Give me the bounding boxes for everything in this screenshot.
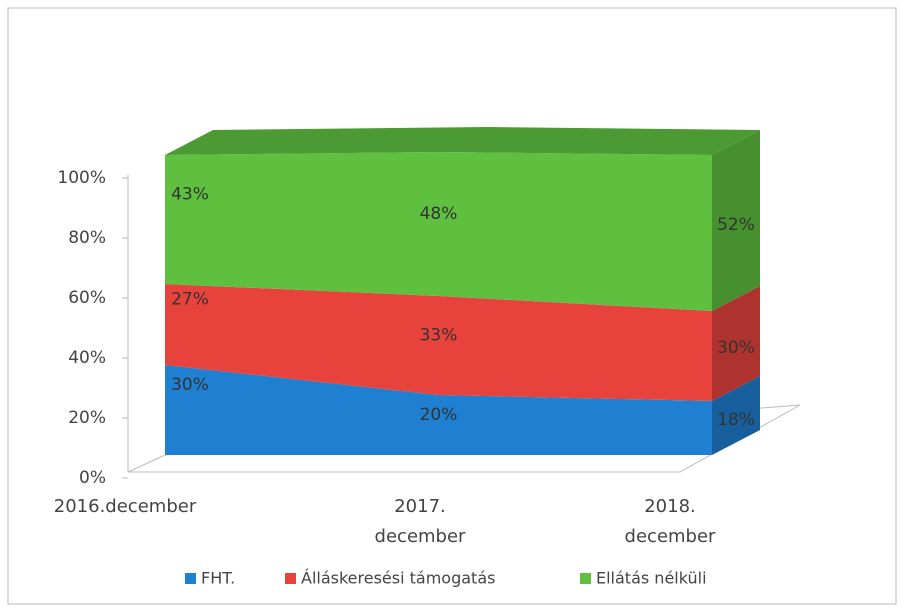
x-tick-label: 2016.december <box>53 496 197 517</box>
area <box>165 152 712 311</box>
data-label: 30% <box>717 338 755 358</box>
legend-swatch <box>285 573 296 584</box>
area <box>165 365 712 455</box>
legend-swatch <box>185 573 196 584</box>
area <box>165 284 712 401</box>
x-tick-label: 2018. december <box>624 496 716 547</box>
y-tick-label: 60% <box>68 288 106 308</box>
y-tick-label: 0% <box>79 468 106 488</box>
data-label: 43% <box>171 185 209 205</box>
area-top <box>165 127 760 155</box>
data-label: 48% <box>420 204 458 224</box>
data-label: 30% <box>171 375 209 395</box>
legend-label: FHT. <box>201 569 235 588</box>
area-side <box>712 376 760 455</box>
data-label: 18% <box>717 410 755 430</box>
data-label: 20% <box>420 405 458 425</box>
data-label: 27% <box>171 290 209 310</box>
y-tick-label: 40% <box>68 348 106 368</box>
y-tick-label: 20% <box>68 408 106 428</box>
legend-swatch <box>580 573 591 584</box>
area-side <box>712 130 760 311</box>
legend-label: Ellátás nélküli <box>596 569 707 588</box>
area-side <box>712 286 760 401</box>
legend-label: Álláskeresési támogatás <box>301 569 495 588</box>
data-label: 33% <box>420 326 458 346</box>
x-tick-label: 2017. december <box>374 496 466 547</box>
y-tick-label: 100% <box>57 168 106 188</box>
floor <box>127 404 801 473</box>
data-label: 52% <box>717 215 755 235</box>
y-tick-label: 80% <box>68 228 106 248</box>
